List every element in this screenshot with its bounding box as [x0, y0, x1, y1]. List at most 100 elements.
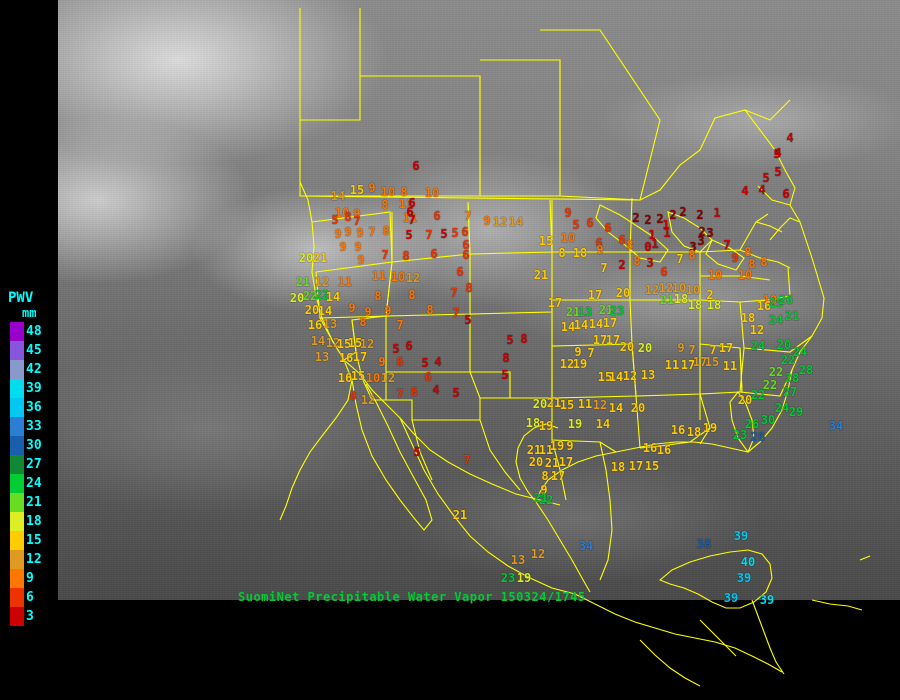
pwv-value-label: 20 [615, 286, 631, 300]
pwv-value-label: 19 [572, 357, 588, 371]
pwv-value-label: 18 [673, 292, 689, 306]
pwv-value-label: 9 [356, 226, 364, 240]
colorbar-swatch [10, 493, 24, 512]
pwv-value-label: 14 [325, 290, 341, 304]
pwv-value-label: 3 [646, 256, 654, 270]
pwv-value-label: 17 [558, 455, 574, 469]
pwv-value-label: 15 [349, 183, 365, 197]
pwv-value-label: 8 [541, 469, 549, 483]
pwv-value-label: 20 [630, 401, 646, 415]
pwv-value-label: 1 [662, 218, 670, 232]
pwv-value-label: 8 [558, 246, 566, 260]
pwv-value-label: 6 [405, 339, 413, 353]
pwv-value-label: 5 [773, 147, 781, 161]
pwv-value-label: 15 [350, 369, 366, 383]
colorbar-tick-label: 42 [26, 362, 42, 377]
pwv-value-label: 7 [709, 343, 717, 357]
pwv-value-label: 8 [359, 315, 367, 329]
colorbar-swatch [10, 379, 24, 398]
pwv-value-label: 21 [784, 309, 800, 323]
pwv-value-label: 9 [731, 251, 739, 265]
pwv-value-label: 21 [659, 293, 675, 307]
pwv-value-label: 6 [406, 205, 414, 219]
pwv-value-label: 13 [640, 368, 656, 382]
pwv-value-label: 5 [572, 218, 580, 232]
pwv-value-label: 34 [828, 419, 844, 433]
pwv-value-label: 9 [357, 253, 365, 267]
pwv-value-label: 21 [533, 491, 549, 505]
pwv-value-label: 24 [792, 345, 808, 359]
pwv-value-label: 7 [396, 318, 404, 332]
pwv-value-label: 16 [307, 318, 323, 332]
pwv-value-label: 16 [338, 351, 354, 365]
pwv-value-label: 25 [768, 296, 784, 310]
pwv-value-label: 21 [312, 251, 328, 265]
pwv-value-label: 20 [304, 303, 320, 317]
pwv-value-label: 21 [533, 268, 549, 282]
pwv-value-label: 6 [456, 265, 464, 279]
pwv-value-label: 34 [578, 539, 594, 553]
colorbar-swatch [10, 588, 24, 607]
pwv-value-label: 8 [626, 238, 634, 252]
pwv-value-label: 6 [660, 265, 668, 279]
pwv-value-label: 9 [364, 305, 372, 319]
pwv-value-label: 6 [462, 238, 470, 252]
pwv-value-label: 26 [744, 417, 760, 431]
pwv-value-label: 10 [560, 231, 576, 245]
pwv-value-label: 5 [413, 445, 421, 459]
pwv-value-label: 11 [337, 275, 353, 289]
pwv-value-label: 23 [732, 428, 748, 442]
colorbar-tick-label: 6 [26, 590, 34, 605]
colorbar-tick-label: 39 [26, 381, 42, 396]
pwv-value-label: 17 [680, 358, 696, 372]
pwv-value-label: 2 [656, 212, 664, 226]
pwv-value-label: 22 [314, 288, 330, 302]
pwv-value-label: 6 [396, 355, 404, 369]
pwv-value-label: 17 [547, 296, 563, 310]
pwv-value-label: 4 [432, 383, 440, 397]
pwv-value-label: 1 [713, 206, 721, 220]
pwv-value-label: 19 [516, 571, 532, 585]
pwv-value-label: 8 [465, 281, 473, 295]
pwv-value-label: 14 [317, 304, 333, 318]
pwv-value-label: 5 [464, 313, 472, 327]
pwv-value-label: 2 [644, 213, 652, 227]
pwv-value-label: 22 [762, 378, 778, 392]
pwv-value-label: 14 [508, 215, 524, 229]
colorbar-tick-label: 15 [26, 533, 42, 548]
pwv-value-label: 18 [740, 311, 756, 325]
pwv-value-label: 22 [302, 289, 318, 303]
pwv-value-label: 9 [574, 345, 582, 359]
pwv-value-label: 0 [644, 240, 652, 254]
pwv-value-label: 11 [371, 269, 387, 283]
pwv-value-label: 17 [550, 469, 566, 483]
pwv-value-label: 6 [430, 247, 438, 261]
pwv-value-label: 9 [353, 207, 361, 221]
pwv-value-label: 18 [572, 246, 588, 260]
pwv-value-label: 21 [546, 396, 562, 410]
pwv-value-label: 7 [353, 214, 361, 228]
pwv-value-label: 20 [619, 340, 635, 354]
pwv-value-label: 7 [463, 453, 471, 467]
pwv-value-label: 38 [696, 537, 712, 551]
pwv-value-label: 10 [365, 371, 381, 385]
pwv-value-label: 20 [637, 341, 653, 355]
pwv-value-label: 21 [526, 443, 542, 457]
colorbar-swatch [10, 360, 24, 379]
pwv-value-label: 8 [402, 249, 410, 263]
colorbar-tick-label: 48 [26, 324, 42, 339]
pwv-value-label: 11 [577, 397, 593, 411]
pwv-value-label: 1 [663, 226, 671, 240]
pwv-value-label: 14 [608, 401, 624, 415]
pwv-value-label: 8 [400, 185, 408, 199]
colorbar-swatch [10, 531, 24, 550]
pwv-value-label: 2 [706, 288, 714, 302]
colorbar-swatch [10, 474, 24, 493]
pwv-value-label: 8 [426, 303, 434, 317]
pwv-value-label: 18 [687, 298, 703, 312]
pwv-colorbar-legend: PWV mm 48 45 42 39 36 33 30 27 24 21 18 15 12 9 6 3 [0, 290, 58, 630]
pwv-value-label: 9 [378, 355, 386, 369]
colorbar-tick-label: 12 [26, 552, 42, 567]
product-caption: SuomiNet Precipitable Water Vapor 150324… [238, 590, 586, 604]
